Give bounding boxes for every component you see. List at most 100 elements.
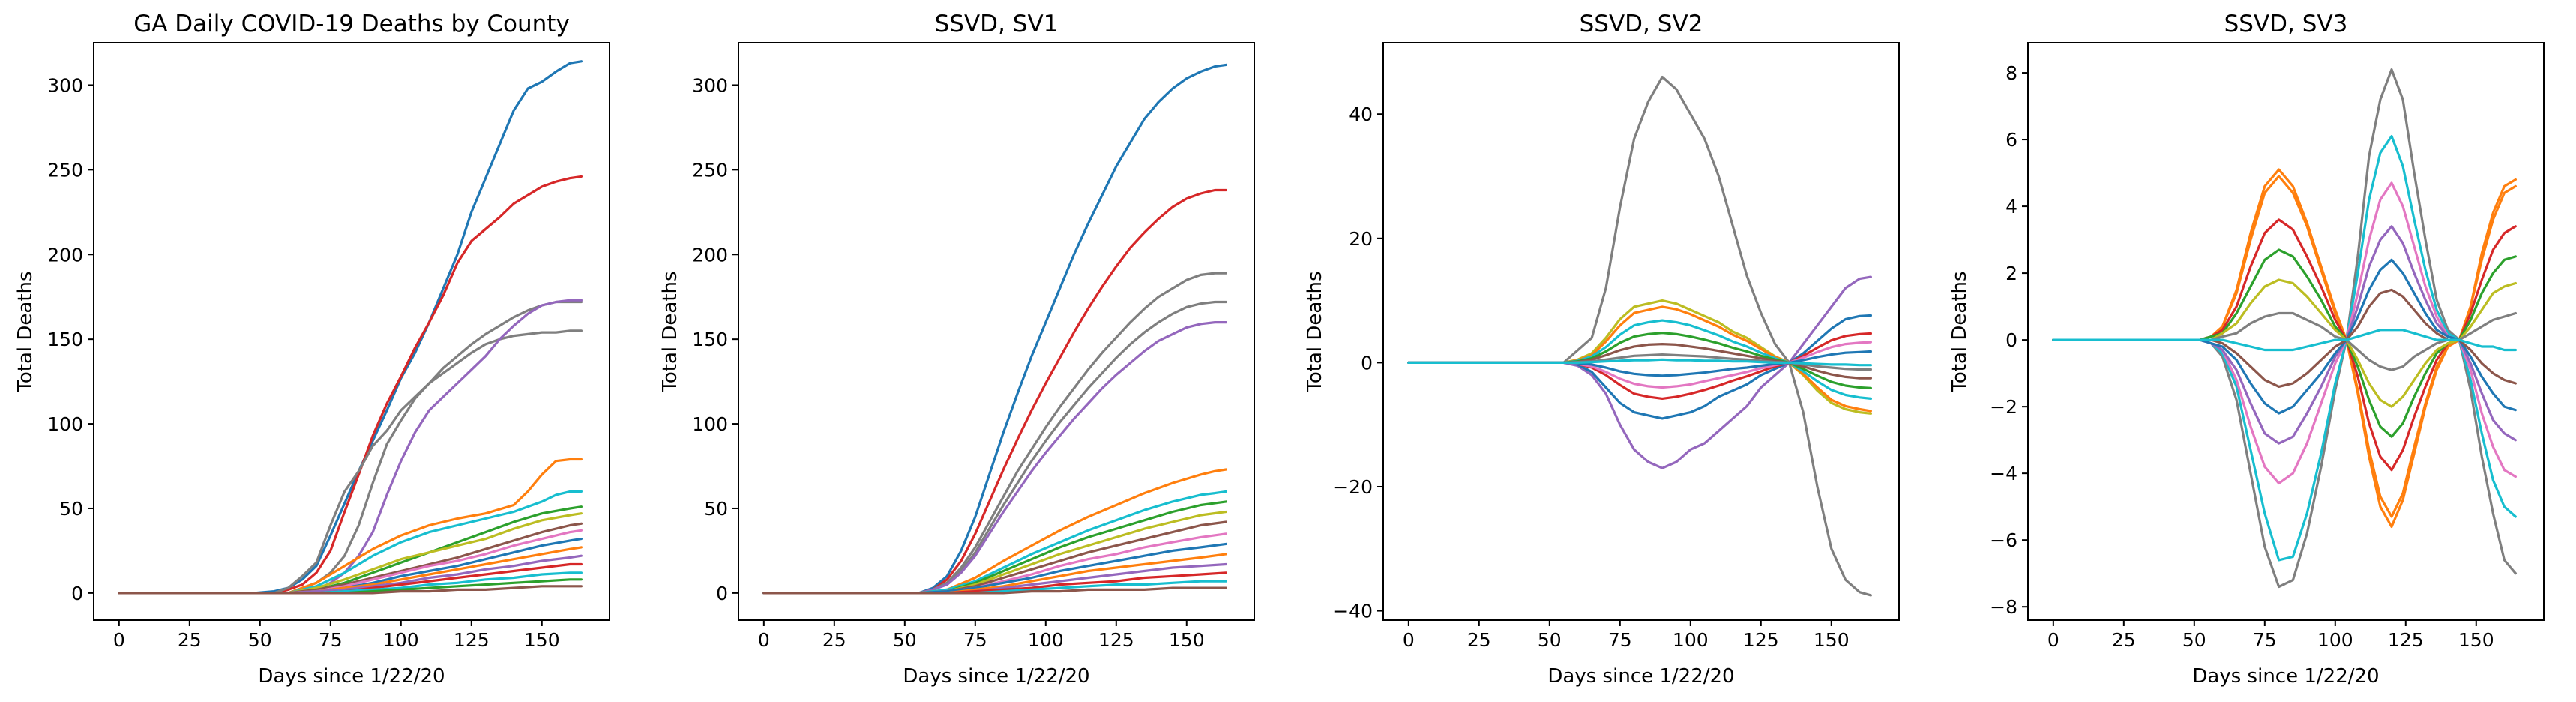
panel-1-ytick-label-0: 0 [716,583,728,604]
panel-2-xtick-label-6: 150 [1814,629,1850,651]
panel-3-series-12 [2052,328,2517,352]
panel-2-series-4 [1407,314,1872,420]
panel-0-ytick-label-6: 300 [47,74,83,96]
panel-1-ytick-label-4: 200 [692,244,728,266]
panel-3-ytick-label-8: 8 [2005,62,2017,84]
panel-3-lines [2052,68,2517,589]
panel-2-xtick-label-3: 75 [1608,629,1632,651]
panel-3-series-5 [2052,218,2517,472]
panel-1-xlabel: Days since 1/22/20 [903,665,1089,688]
panel-2-series-6 [1407,332,1872,400]
panel-0-series-9 [118,522,583,595]
panel-3-xtick-label-4: 100 [2317,629,2353,651]
panel-0-ytick-label-4: 200 [47,244,83,266]
panel-0-series-8 [118,512,583,595]
panel-3-series-10 [2052,288,2517,388]
panel-1-series-16 [762,586,1227,595]
panel-2-series-2 [1407,305,1872,412]
panel-3-ticks: 0 25 50 75 100 125 150 −8 −6 −4 −2 0 2 4 6 8 [1990,62,2494,651]
panel-3-ytick-label-6: 4 [2005,196,2017,218]
panel-0-frame [93,42,610,621]
panel-1-ytick-label-3: 150 [692,328,728,350]
panel-1-series-3 [762,300,1227,595]
panel-0-series-6 [118,490,583,595]
panel-3-xtick-label-1: 25 [2112,629,2136,651]
panel-3-ytick-label-2: −4 [1990,463,2017,484]
panel-3-ytick-label-3: −2 [1990,396,2017,418]
panel-2-frame [1382,42,1900,621]
panel-1-ytick-label-6: 300 [692,74,728,96]
panel-1-frame [738,42,1255,621]
panel-0-xtick-label-3: 75 [319,629,343,651]
panel-2-series-10 [1407,350,1872,377]
panel-2-title: SSVD, SV2 [1580,10,1703,38]
panel-0-ytick-label-1: 50 [59,498,83,520]
panel-2-ylabel: Total Deaths [1304,271,1326,392]
panel-3-series-3 [2052,175,2517,518]
panel-0-xtick-label-5: 125 [454,629,490,651]
panel-1-ytick-label-5: 250 [692,159,728,181]
panel-3-ylabel: Total Deaths [1948,271,1971,392]
panel-2-ticks: 0 25 50 75 100 125 150 −40 −20 0 20 40 [1333,104,1849,651]
panel-2-xtick-label-1: 25 [1467,629,1491,651]
panel-1-series-6 [762,490,1227,595]
panel-3-frame [2027,42,2545,621]
panel-0-series-13 [118,554,583,595]
panel-0-series-1 [118,175,583,595]
panel-0-series-17 [118,585,583,595]
panel-3-xtick-label-6: 150 [2458,629,2494,651]
panel-0-xlabel: Days since 1/22/20 [258,665,445,688]
panel-2-series-12 [1407,358,1872,367]
panel-3-title: SSVD, SV3 [2224,10,2348,38]
panel-2-series-5 [1407,319,1872,400]
panel-3-series-1 [2052,135,2517,562]
panel-0-xtick-label-6: 150 [524,629,560,651]
panel-2-series-9 [1407,343,1872,380]
panel-1-series-1 [762,188,1227,595]
panel-1-xtick-label-5: 125 [1098,629,1134,651]
panel-0-series-0 [118,60,583,595]
panel-1-title: SSVD, SV1 [935,10,1059,38]
panel-3-xtick-label-2: 50 [2182,629,2206,651]
panel-1-xtick-label-0: 0 [758,629,770,651]
panel-2-xtick-label-4: 100 [1673,629,1709,651]
panel-3-series-7 [2052,248,2517,438]
panel-2-series-3 [1407,275,1872,470]
panel-2-ytick-label-3: 20 [1349,228,1373,250]
panel-1-series-2 [762,272,1227,595]
panel-2-xtick-label-2: 50 [1538,629,1562,651]
panel-0-xtick-label-2: 50 [248,629,272,651]
panel-1-series-11 [762,542,1227,595]
panel-3-xtick-label-0: 0 [2047,629,2059,651]
panel-0-lines [118,60,583,595]
panel-3-xtick-label-5: 125 [2388,629,2424,651]
panel-0-ytick-label-2: 100 [47,413,83,435]
panel-3-ytick-label-1: −6 [1990,530,2017,551]
panel-2-xtick-label-5: 125 [1743,629,1779,651]
panel-1-series-0 [762,63,1227,595]
panel-0-ytick-label-0: 0 [71,583,83,604]
panel-3-series-0 [2052,68,2517,589]
panel-3-series-4 [2052,182,2517,485]
panel-0-ytick-label-5: 250 [47,159,83,181]
panel-1-xtick-label-6: 150 [1169,629,1205,651]
panel-0-ylabel: Total Deaths [14,271,37,392]
panel-0-xtick-label-0: 0 [113,629,125,651]
panel-2-ytick-label-0: −40 [1333,601,1373,622]
panel-3-ytick-label-0: −8 [1990,596,2017,618]
panel-2-series-8 [1407,340,1872,389]
panel-1-ytick-label-1: 50 [704,498,728,520]
panel-3-series-6 [2052,225,2517,445]
panel-0-series-4 [118,298,583,595]
panel-2-ytick-label-2: 0 [1361,352,1373,374]
panel-0-ticks: 0 25 50 75 100 125 150 0 50 100 150 200 250 300 [47,74,559,651]
panel-2-series-1 [1407,299,1872,415]
panel-1-xtick-label-1: 25 [822,629,846,651]
panel-2-series-7 [1407,332,1872,389]
panel-3-series-9 [2052,278,2517,408]
panel-2: 0 25 50 75 100 125 150 −40 −20 0 20 40 SSVD, SV2 Da… [1304,10,1900,688]
panel-2-series-0 [1407,75,1872,597]
